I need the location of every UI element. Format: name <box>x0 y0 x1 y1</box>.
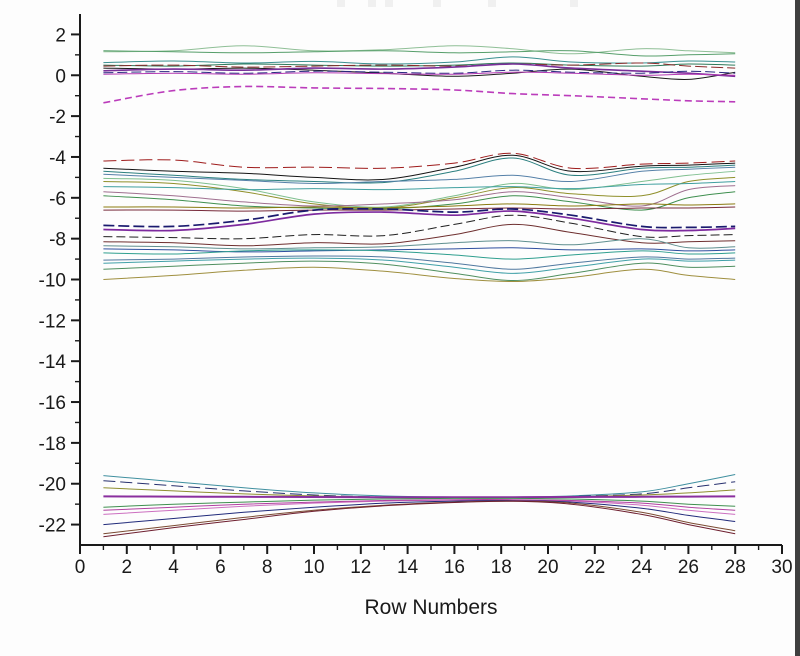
series-line-top-7 <box>103 63 736 78</box>
x-tick-label: 6 <box>215 557 226 578</box>
y-tick-label: 2 <box>55 25 66 46</box>
series-line-top-9 <box>103 71 736 76</box>
cropped-title-remnant <box>337 0 578 7</box>
series-line-top-1 <box>103 45 736 55</box>
y-tick-label: -22 <box>39 516 66 537</box>
y-tick-label: 0 <box>55 66 66 87</box>
y-tick-label: -8 <box>49 230 66 251</box>
series-line-bottom-9 <box>103 500 736 538</box>
series-line-mid-1 <box>103 152 736 170</box>
series-line-mid-8 <box>103 185 736 207</box>
series-line-mid-13 <box>103 210 736 232</box>
x-tick-label: 16 <box>444 557 465 578</box>
cropped-title-mark <box>337 0 345 7</box>
x-tick-label: 26 <box>678 557 699 578</box>
x-tick-label: 10 <box>303 557 324 578</box>
series-line-mid-20 <box>103 257 736 274</box>
series-line-mid-12 <box>103 207 736 229</box>
series-line-bottom-10 <box>103 499 736 511</box>
cropped-title-mark <box>368 0 376 7</box>
series-line-mid-17 <box>103 247 736 253</box>
tick-labels: 0 2 4 6 8 10 12 14 16 18 20 22 24 26 28 3020-2-4-6-8-10… <box>39 25 793 578</box>
series-line-mid-14 <box>103 214 736 240</box>
cropped-title-mark <box>488 0 496 7</box>
series-line-mid-21 <box>103 260 736 282</box>
series-line-mid-16 <box>103 238 736 250</box>
x-tick-label: 8 <box>262 557 273 578</box>
series-line-mid-7 <box>103 181 736 191</box>
x-tick-label: 24 <box>631 557 653 578</box>
cropped-title-mark <box>570 0 578 7</box>
series-layer <box>103 45 736 538</box>
x-tick-label: 4 <box>168 557 179 578</box>
y-tick-label: -14 <box>39 352 67 373</box>
axes <box>71 14 783 554</box>
series-line-mid-22 <box>103 266 736 283</box>
series-line-mid-10 <box>103 203 736 209</box>
y-tick-label: -6 <box>49 189 66 210</box>
x-tick-label: 14 <box>397 557 419 578</box>
series-line-mid-19 <box>103 255 736 270</box>
x-tick-label: 18 <box>491 557 512 578</box>
y-tick-label: -10 <box>39 271 66 292</box>
y-tick-label: -2 <box>49 107 66 128</box>
series-line-mid-11 <box>103 206 736 212</box>
series-line-mid-3 <box>103 157 736 184</box>
x-tick-label: 22 <box>584 557 605 578</box>
y-tick-label: -18 <box>39 434 66 455</box>
x-axis-title: Row Numbers <box>364 596 497 619</box>
x-tick-label: 20 <box>537 557 558 578</box>
series-line-top-4 <box>103 62 736 67</box>
x-tick-label: 2 <box>122 557 133 578</box>
series-line-mid-15 <box>103 223 736 247</box>
cropped-title-mark <box>385 0 393 7</box>
series-line-top-8 <box>103 69 736 74</box>
y-tick-label: -4 <box>49 148 66 169</box>
x-tick-label: 0 <box>75 557 86 578</box>
x-tick-label: 28 <box>725 557 746 578</box>
x-tick-label: 30 <box>771 557 792 578</box>
y-tick-label: -20 <box>39 475 66 496</box>
series-line-top-2 <box>103 50 736 57</box>
series-line-bottom-7 <box>103 499 736 526</box>
series-line-mid-6 <box>103 176 736 209</box>
series-line-bottom-5 <box>103 497 736 508</box>
series-line-mid-18 <box>103 249 736 260</box>
series-line-mid-9 <box>103 191 736 211</box>
y-tick-label: -16 <box>39 393 66 414</box>
x-tick-label: 12 <box>350 557 371 578</box>
window-right-border <box>795 0 800 656</box>
series-line-mid-4 <box>103 166 736 185</box>
series-line-baseline-dashed <box>103 85 736 104</box>
series-line-mid-2 <box>103 154 736 181</box>
series-line-top-5 <box>103 62 736 69</box>
cropped-title-mark <box>433 0 441 7</box>
series-line-top-6 <box>103 67 736 81</box>
y-tick-label: -12 <box>39 311 66 332</box>
series-line-mid-5 <box>103 170 736 208</box>
series-line-bottom-4 <box>103 495 736 499</box>
